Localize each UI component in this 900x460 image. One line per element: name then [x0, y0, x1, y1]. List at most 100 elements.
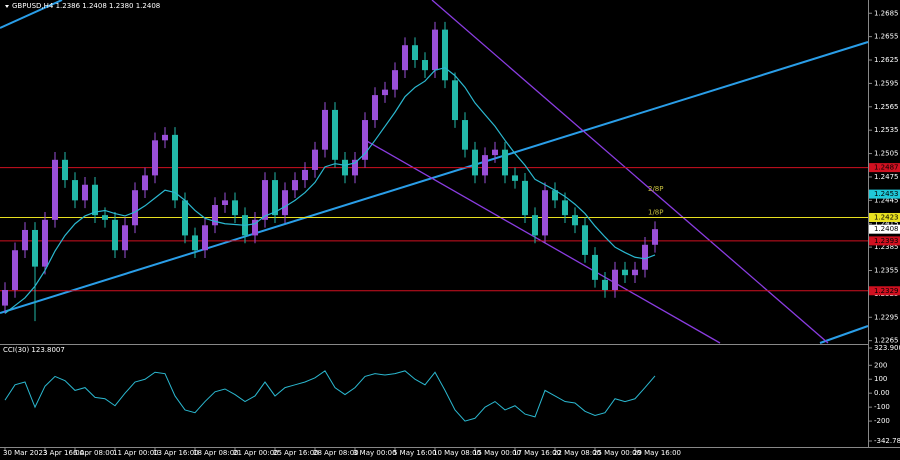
candle-body: [502, 149, 508, 176]
y-tick-label: -100: [874, 403, 890, 411]
y-tick-label: 1.2685: [874, 9, 899, 17]
candle-body: [72, 180, 78, 201]
candle-body: [82, 184, 88, 201]
x-tick-label: 3 May 00:00: [353, 449, 397, 457]
y-tick-label: 1.2475: [874, 173, 899, 181]
level-box: [869, 236, 900, 246]
price-marker-box: [869, 224, 900, 234]
candle-body: [382, 89, 388, 96]
x-tick-label: 17 May 16:00: [513, 449, 561, 457]
y-tick-label: 1.2415: [874, 220, 899, 228]
candle-body: [152, 140, 158, 176]
channel-line: [364, 139, 721, 344]
moving-average: [4, 67, 656, 314]
candle-body: [162, 134, 168, 141]
candle-body: [392, 70, 398, 90]
candle-body: [642, 244, 648, 270]
candle-body: [182, 200, 188, 236]
level-box: [869, 212, 900, 222]
candle-body: [312, 149, 318, 170]
candle-body: [272, 180, 278, 216]
candle-body: [2, 289, 8, 306]
level-label: 1.2487: [874, 164, 899, 172]
x-tick-label: 5 May 16:00: [393, 449, 437, 457]
candle-body: [302, 169, 308, 181]
candle-body: [172, 134, 178, 201]
candle-body: [62, 159, 68, 181]
candle-body: [92, 184, 98, 216]
candle-body: [412, 45, 418, 61]
x-tick-label: 29 May 16:00: [633, 449, 681, 457]
x-tick-label: 30 Mar 2023: [3, 449, 47, 457]
y-tick-label: 1.2445: [874, 196, 899, 204]
candle-body: [622, 269, 628, 276]
chart-title: GBPUSD,H4 1.2386 1.2408 1.2380 1.2408: [12, 2, 160, 10]
candle-body: [232, 200, 238, 216]
candle-body: [362, 120, 368, 160]
y-tick-label: 1.2565: [874, 103, 899, 111]
level-box: [869, 163, 900, 173]
y-tick-label: 100: [874, 375, 887, 383]
candle-body: [252, 219, 258, 236]
candle-body: [322, 109, 328, 150]
candle-body: [562, 200, 568, 216]
y-tick-label: 200: [874, 361, 887, 369]
level-box: [869, 286, 900, 296]
candle-body: [142, 175, 148, 191]
level-label: 1.2393: [874, 237, 899, 245]
y-tick-label: 323.9004: [874, 344, 900, 352]
candle-body: [112, 219, 118, 251]
x-tick-label: 6 Apr 08:00: [73, 449, 114, 457]
x-tick-label: 11 Apr 00:00: [113, 449, 159, 457]
price-marker-label: 1.2408: [874, 225, 899, 233]
y-tick-label: 1.2385: [874, 243, 899, 251]
y-tick-label: 1.2625: [874, 56, 899, 64]
drawings: [0, 0, 869, 344]
x-tick-label: 10 May 08:00: [433, 449, 481, 457]
candle-body: [472, 149, 478, 176]
level-label: 1.2423: [874, 213, 899, 221]
level-annotation: 2/8P: [648, 185, 664, 193]
candle-body: [22, 229, 28, 251]
indicator-title: CCI(30) 123.8007: [3, 346, 65, 354]
candle-body: [132, 190, 138, 226]
y-tick-label: 1.2505: [874, 150, 899, 158]
candle-body: [592, 254, 598, 280]
trend-line: [819, 325, 869, 344]
x-tick-label: 15 May 00:00: [473, 449, 521, 457]
candle-body: [522, 180, 528, 216]
candle-body: [222, 200, 228, 206]
candle-body: [462, 120, 468, 150]
y-tick-label: 1.2265: [874, 337, 899, 345]
candle-body: [342, 159, 348, 176]
candle-body: [552, 190, 558, 201]
trend-line: [0, 41, 869, 314]
channel-line: [431, 0, 829, 344]
trend-line: [0, 0, 63, 29]
candle-body: [432, 29, 438, 71]
cci-line: [4, 370, 656, 422]
x-tick-label: 18 Apr 08:00: [193, 449, 239, 457]
candle-body: [542, 190, 548, 236]
candle-body: [212, 205, 218, 226]
candle-body: [372, 95, 378, 121]
candle-body: [572, 215, 578, 226]
y-tick-label: -342.782: [874, 437, 900, 445]
candle-body: [332, 109, 338, 160]
candle-body: [292, 180, 298, 191]
price-marker-box: [869, 189, 900, 199]
candle-body: [42, 219, 48, 267]
price-marker-label: 1.2453: [874, 190, 899, 198]
candle-body: [652, 229, 658, 245]
candle-body: [422, 60, 428, 71]
y-tick-label: 0.00: [874, 389, 890, 397]
candle-body: [12, 250, 18, 290]
y-tick-label: 1.2355: [874, 267, 899, 275]
candle-body: [352, 159, 358, 176]
candle-body: [532, 215, 538, 236]
x-tick-label: 22 May 08:00: [553, 449, 601, 457]
x-tick-label: 28 Apr 08:00: [313, 449, 359, 457]
candle-body: [602, 279, 608, 290]
y-tick-label: 1.2595: [874, 79, 899, 87]
